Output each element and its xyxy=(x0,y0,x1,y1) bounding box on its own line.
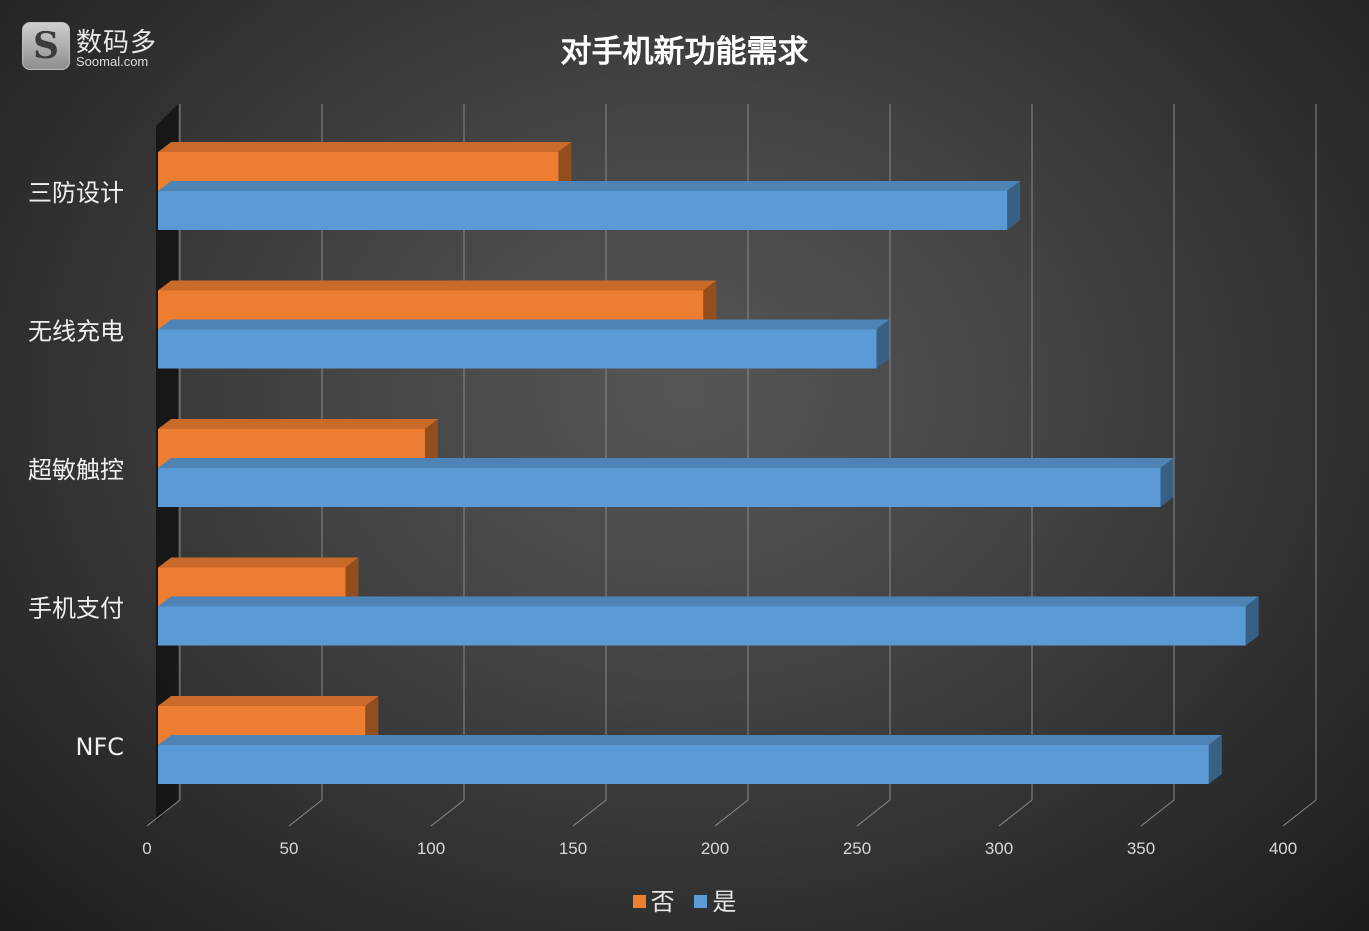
floor-gridline xyxy=(714,799,749,827)
bar-top-face xyxy=(158,142,572,152)
legend: 否 是 xyxy=(0,882,1369,917)
bar-top-face xyxy=(158,458,1174,468)
bar-side-face xyxy=(1245,596,1259,646)
bar-front-face xyxy=(158,468,1161,507)
bar-front-face xyxy=(158,191,1008,230)
x-tick-label: 150 xyxy=(559,839,587,858)
floor-gridline xyxy=(572,799,607,827)
bar-side-face xyxy=(365,696,379,745)
soomal-logo: S 数码多 Soomal.com xyxy=(22,22,172,72)
bar-front-face xyxy=(158,606,1246,646)
bar-side-face xyxy=(876,319,890,369)
bar-top-face xyxy=(158,696,379,706)
floor-gridline xyxy=(1282,799,1317,827)
floor-gridline xyxy=(146,799,181,827)
bar-top-face xyxy=(158,419,438,429)
legend-label-yes: 是 xyxy=(712,888,737,916)
bar-top-face xyxy=(158,280,717,291)
chart-title: 对手机新功能需求 xyxy=(560,34,809,70)
bar-item-2-yes xyxy=(158,458,1174,507)
bar-side-face xyxy=(1160,458,1174,507)
bar-side-face xyxy=(1208,735,1222,784)
bars xyxy=(158,142,1259,784)
category-label: 超敏触控 xyxy=(28,456,124,484)
bar-front-face xyxy=(158,745,1209,784)
x-tick-label: 100 xyxy=(417,839,445,858)
category-label: 无线充电 xyxy=(28,318,124,346)
bar-side-face xyxy=(424,419,438,468)
bar-top-face xyxy=(158,319,890,330)
floor-gridline xyxy=(288,799,323,827)
bar-side-face xyxy=(345,557,359,607)
bar-side-face xyxy=(703,280,717,330)
legend-item-yes: 是 xyxy=(694,882,736,917)
x-tick-label: 50 xyxy=(280,839,299,858)
x-tick-label: 350 xyxy=(1127,839,1155,858)
floor-gridline xyxy=(1140,799,1175,827)
logo-brand-text: 数码多 xyxy=(76,28,158,58)
bar-top-face xyxy=(158,181,1021,191)
bar-nfc-yes xyxy=(158,735,1222,784)
floor-gridline xyxy=(430,799,465,827)
x-tick-label: 250 xyxy=(843,839,871,858)
logo-domain-text: Soomal.com xyxy=(76,54,149,69)
floor-gridline xyxy=(856,799,891,827)
bar-top-face xyxy=(158,596,1259,607)
bar-item-1-yes xyxy=(158,319,890,369)
legend-label-no: 否 xyxy=(650,888,675,916)
logo-badge: S xyxy=(22,22,70,70)
legend-item-no: 否 xyxy=(632,882,675,917)
legend-swatch-yes xyxy=(694,895,708,908)
bar-side-face xyxy=(1007,181,1021,230)
bar-side-face xyxy=(558,142,572,191)
category-label: 手机支付 xyxy=(28,595,124,623)
legend-swatch-no xyxy=(632,895,646,908)
x-tick-labels: 0 50 100 150 200 250 300 350 400 xyxy=(142,839,1297,858)
category-label: 三防设计 xyxy=(28,179,124,207)
bar-front-face xyxy=(158,329,877,369)
bar-item-0-yes xyxy=(158,181,1021,230)
category-label: NFC xyxy=(75,733,124,761)
bar-item-3-yes xyxy=(158,596,1259,646)
bar-top-face xyxy=(158,557,359,568)
bar-top-face xyxy=(158,735,1222,745)
x-tick-label: 300 xyxy=(985,839,1013,858)
x-tick-label: 0 xyxy=(142,839,151,858)
x-tick-label: 400 xyxy=(1269,839,1297,858)
floor-gridline xyxy=(998,799,1033,827)
x-tick-label: 200 xyxy=(701,839,729,858)
